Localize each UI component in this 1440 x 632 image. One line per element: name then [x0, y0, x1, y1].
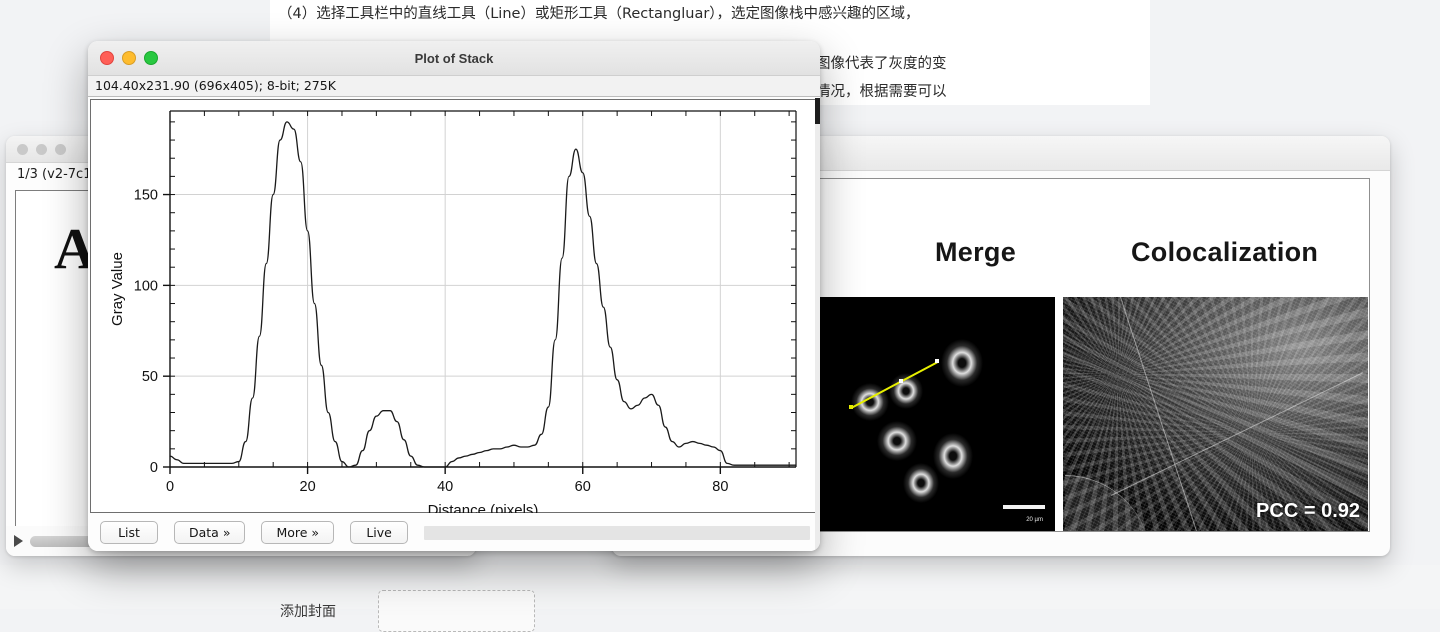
plot-status-field[interactable]: [424, 525, 810, 540]
svg-text:0: 0: [166, 479, 174, 495]
add-cover-row: 添加封面: [280, 590, 535, 632]
panel-title-colocalization: Colocalization: [1131, 237, 1319, 267]
roi-handle-end[interactable]: [935, 359, 939, 363]
cell-blob: [941, 339, 983, 387]
svg-text:150: 150: [134, 188, 158, 204]
svg-text:40: 40: [437, 479, 453, 495]
svg-text:0: 0: [150, 460, 158, 476]
scalebar-merge: [1003, 505, 1045, 509]
document-paragraph-1: （4）选择工具栏中的直线工具（Line）或矩形工具（Rectangluar），选…: [278, 6, 920, 22]
vertical-scrollbar[interactable]: [815, 98, 820, 551]
document-sheet-bottom: [0, 565, 1440, 609]
traffic-light-group[interactable]: [88, 51, 158, 65]
minimize-button[interactable]: [36, 143, 47, 155]
add-cover-label: 添加封面: [280, 604, 336, 620]
preview-status-text: 1/3 (v2-7c1...: [17, 167, 104, 182]
plot-info-bar: 104.40x231.90 (696x405); 8-bit; 275K: [88, 76, 820, 97]
plot-window-titlebar[interactable]: Plot of Stack: [88, 41, 820, 76]
profile-plot-chart: 0 50 100 150 0 20 40 60 80 Distance (pixels) Gray …: [109, 110, 797, 513]
play-triangle-icon[interactable]: [14, 535, 23, 547]
window-title: Plot of Stack: [414, 50, 494, 66]
close-button[interactable]: [17, 143, 28, 155]
svg-text:Gray Value: Gray Value: [109, 252, 126, 326]
svg-text:100: 100: [134, 278, 158, 294]
plot-body: 0 50 100 150 0 20 40 60 80 Distance (pixels) Gray …: [88, 97, 820, 515]
svg-text:Distance (pixels): Distance (pixels): [428, 502, 539, 513]
scalebar-merge-label: 20 µm: [1026, 517, 1043, 523]
svg-text:20: 20: [300, 479, 316, 495]
roi-handle-mid[interactable]: [899, 379, 903, 383]
svg-text:80: 80: [712, 479, 728, 495]
cell-blob: [933, 433, 973, 479]
data-button[interactable]: Data »: [174, 521, 246, 544]
maximize-button[interactable]: [144, 51, 158, 65]
add-cover-dropzone[interactable]: [378, 590, 535, 632]
micrograph-merge: 20 µm: [815, 297, 1055, 531]
svg-text:60: 60: [575, 479, 591, 495]
minimize-button[interactable]: [122, 51, 136, 65]
cell-blob: [877, 421, 917, 461]
svg-text:50: 50: [142, 369, 158, 385]
plot-of-stack-window[interactable]: Plot of Stack 104.40x231.90 (696x405); 8…: [88, 41, 820, 551]
vertical-scrollbar-thumb[interactable]: [815, 98, 820, 124]
panel-title-merge: Merge: [935, 237, 1017, 267]
cell-blob: [903, 463, 939, 503]
plot-footer-toolbar: List Data » More » Live: [88, 514, 820, 551]
maximize-button[interactable]: [55, 143, 66, 155]
micrograph-colocalization: PCC = 0.92: [1063, 297, 1368, 531]
pcc-value-label: PCC = 0.92: [1256, 500, 1360, 522]
close-button[interactable]: [100, 51, 114, 65]
list-button[interactable]: List: [100, 521, 158, 544]
live-button[interactable]: Live: [350, 521, 409, 544]
roi-handle-start[interactable]: [849, 405, 853, 409]
more-button[interactable]: More »: [261, 521, 335, 544]
